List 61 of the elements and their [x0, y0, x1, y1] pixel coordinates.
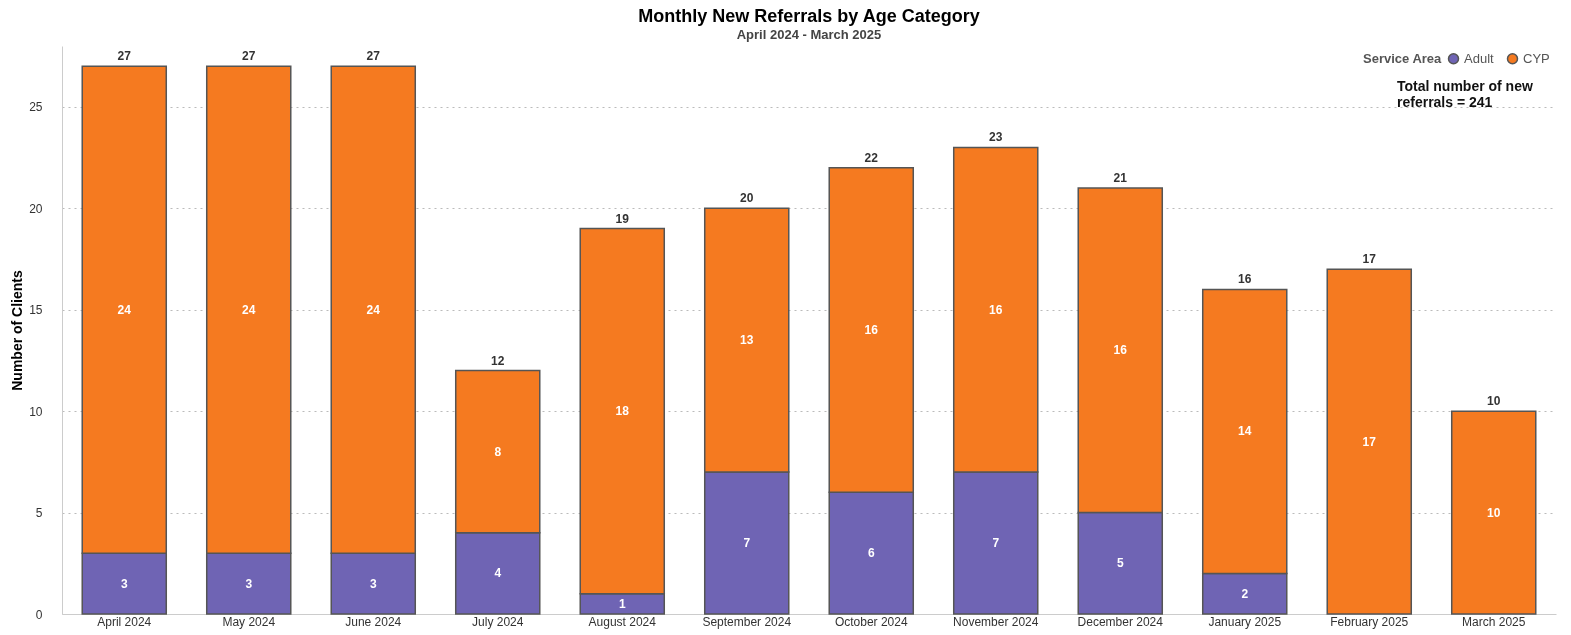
y-tick-label: 15	[29, 303, 43, 318]
y-tick-label: 25	[29, 100, 43, 115]
data-label: 4	[494, 566, 502, 581]
data-label: 7	[992, 536, 1000, 550]
data-label: 3	[369, 576, 377, 591]
x-tick-label: April 2024	[97, 614, 152, 629]
data-label: 6	[867, 546, 875, 561]
data-label: 5	[1116, 556, 1124, 571]
data-label: 16	[989, 302, 1003, 317]
total-label: 20	[740, 191, 754, 206]
total-label: 12	[491, 353, 505, 368]
legend-label: CYP	[1523, 50, 1550, 66]
data-label: 7	[743, 536, 751, 550]
legend-label: Adult	[1464, 50, 1495, 66]
y-tick-label: 0	[35, 607, 43, 622]
total-label: 19	[615, 211, 630, 226]
bar	[1326, 268, 1413, 615]
x-tick-label: February 2025	[1330, 614, 1409, 629]
y-tick-label: 20	[29, 201, 43, 216]
total-label: 17	[1362, 252, 1377, 267]
x-tick-label: May 2024	[222, 614, 276, 629]
data-label: 14	[1238, 424, 1252, 439]
data-label: 16	[864, 323, 879, 337]
x-tick-label: September 2024	[702, 614, 792, 629]
data-label: 2	[1241, 586, 1249, 601]
x-tick-label: July 2024	[472, 614, 524, 629]
data-label: 10	[1487, 505, 1501, 520]
x-tick-label: December 2024	[1077, 614, 1164, 629]
data-label: 3	[245, 576, 253, 591]
y-tick-label: 10	[29, 404, 43, 419]
data-label: 1	[618, 596, 626, 611]
bar	[1450, 410, 1537, 615]
data-label: 24	[117, 302, 132, 317]
chart-title: Monthly New Referrals by Age Category	[638, 6, 980, 26]
annotation: Total number of new referrals = 241	[1397, 78, 1533, 110]
total-label: 22	[864, 150, 879, 165]
x-tick-label: June 2024	[345, 614, 402, 629]
total-label: 23	[989, 130, 1003, 145]
x-tick-label: October 2024	[834, 614, 908, 629]
total-label: 10	[1487, 394, 1501, 409]
x-tick-label: August 2024	[588, 614, 657, 629]
data-label: 13	[740, 333, 754, 348]
data-label: 24	[242, 302, 256, 317]
total-label: 27	[242, 49, 256, 64]
legend-title: Service Area	[1363, 51, 1443, 66]
total-label: 27	[366, 49, 381, 64]
data-label: 8	[494, 444, 502, 459]
data-label: 24	[366, 302, 381, 317]
total-label: 21	[1113, 171, 1128, 185]
chart-subtitle: April 2024 - March 2025	[736, 27, 882, 42]
total-label: 27	[117, 49, 132, 64]
x-tick-label: March 2025	[1462, 614, 1526, 629]
y-tick-label: 5	[35, 506, 43, 521]
data-label: 16	[1113, 343, 1128, 358]
data-label: 17	[1362, 434, 1377, 449]
x-tick-label: January 2025	[1208, 614, 1282, 629]
total-label: 16	[1238, 272, 1252, 287]
data-label: 3	[120, 576, 128, 591]
data-label: 18	[615, 404, 630, 419]
x-tick-label: November 2024	[953, 614, 1039, 629]
y-axis-title: Number of Clients	[9, 270, 26, 391]
